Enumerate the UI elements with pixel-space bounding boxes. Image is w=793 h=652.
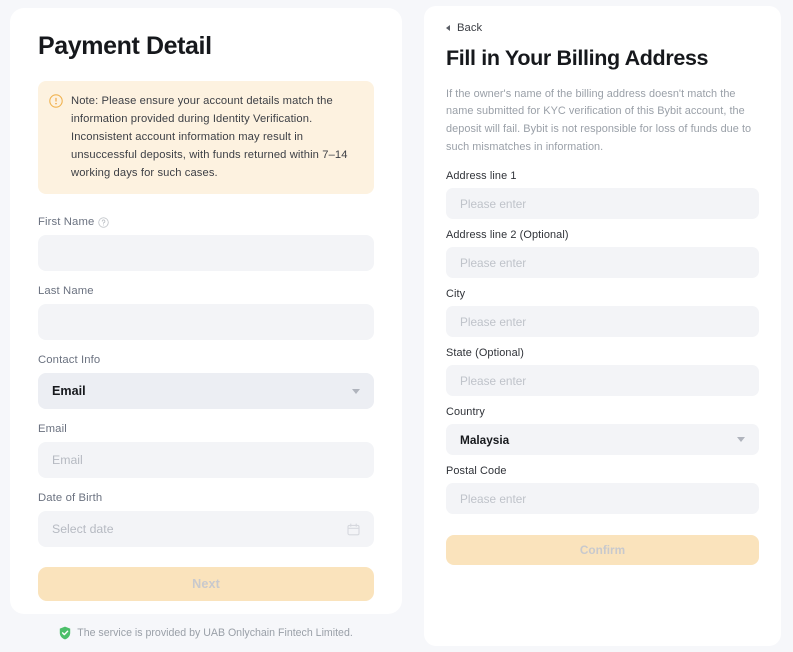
note-text: Note: Please ensure your account details… (71, 94, 348, 180)
last-name-input[interactable] (38, 304, 374, 341)
postal-code-label: Postal Code (446, 465, 507, 478)
first-name-label-text: First Name (38, 216, 95, 229)
shield-check-icon (59, 626, 71, 640)
first-name-input[interactable] (38, 235, 374, 272)
contact-info-label: Contact Info (38, 354, 101, 367)
city-field: City Please enter (446, 288, 759, 338)
payment-detail-card: Payment Detail Note: Please ensure your … (10, 8, 402, 614)
back-label: Back (457, 22, 483, 34)
address-line-1-input[interactable]: Please enter (446, 188, 759, 220)
country-select[interactable]: Malaysia (446, 424, 759, 456)
date-of-birth-input[interactable]: Select date (38, 511, 374, 548)
contact-info-select[interactable]: Email (38, 373, 374, 410)
postal-code-input[interactable]: Please enter (446, 483, 759, 515)
confirm-button[interactable]: Confirm (446, 535, 759, 566)
first-name-field: First Name (38, 216, 374, 272)
date-of-birth-field: Date of Birth Select date (38, 492, 374, 548)
chevron-left-icon (446, 25, 450, 31)
alert-circle-icon (49, 94, 63, 108)
state-field: State (Optional) Please enter (446, 347, 759, 397)
email-field: Email Email (38, 423, 374, 479)
city-input[interactable]: Please enter (446, 306, 759, 338)
last-name-field: Last Name (38, 285, 374, 341)
last-name-label: Last Name (38, 285, 94, 298)
chevron-down-icon (737, 437, 745, 443)
calendar-icon[interactable] (347, 523, 360, 536)
city-label: City (446, 288, 466, 301)
service-provider-footer: The service is provided by UAB Onlychain… (0, 626, 412, 640)
country-label: Country (446, 406, 485, 419)
note-banner: Note: Please ensure your account details… (38, 80, 374, 195)
chevron-down-icon (352, 388, 360, 394)
next-button[interactable]: Next (38, 567, 374, 602)
country-field: Country Malaysia (446, 406, 759, 456)
billing-address-title: Fill in Your Billing Address (446, 46, 709, 70)
email-label: Email (38, 423, 67, 436)
state-label: State (Optional) (446, 347, 525, 360)
contact-info-field: Contact Info Email (38, 354, 374, 410)
address-line-2-label: Address line 2 (Optional) (446, 229, 569, 242)
country-value: Malaysia (460, 432, 510, 447)
address-line-2-input[interactable]: Please enter (446, 247, 759, 279)
email-input[interactable]: Email (38, 442, 374, 479)
address-line-2-field: Address line 2 (Optional) Please enter (446, 229, 759, 279)
billing-address-pane: Back Fill in Your Billing Address If the… (412, 0, 793, 652)
date-of-birth-placeholder: Select date (52, 522, 114, 537)
postal-code-field: Postal Code Please enter (446, 465, 759, 515)
contact-info-value: Email (52, 384, 86, 399)
address-line-1-label: Address line 1 (446, 170, 517, 183)
page-title: Payment Detail (38, 32, 212, 60)
first-name-label: First Name (38, 216, 374, 228)
service-provider-text: The service is provided by UAB Onlychain… (77, 627, 353, 639)
state-input[interactable]: Please enter (446, 365, 759, 397)
billing-address-card: Back Fill in Your Billing Address If the… (424, 6, 781, 646)
billing-address-description: If the owner's name of the billing addre… (446, 87, 752, 153)
date-of-birth-label: Date of Birth (38, 492, 103, 505)
back-button[interactable]: Back (446, 22, 482, 34)
address-line-1-field: Address line 1 Please enter (446, 170, 759, 220)
payment-detail-pane: Payment Detail Note: Please ensure your … (0, 8, 412, 640)
help-circle-icon[interactable] (98, 217, 110, 228)
